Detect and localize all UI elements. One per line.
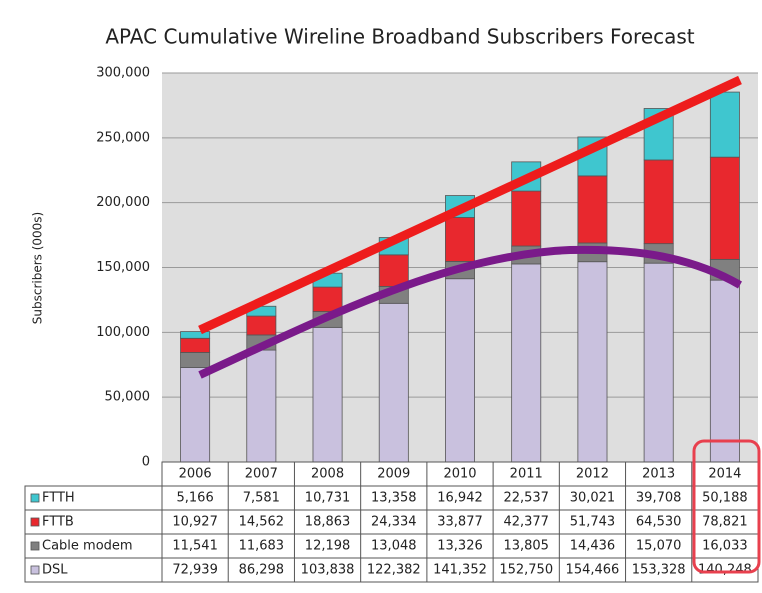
trend-line-purple (198, 245, 742, 379)
x-tick-label: 2013 (642, 467, 675, 482)
y-axis-label: Subscribers (000s) (31, 212, 45, 324)
highlight-box (692, 439, 761, 574)
bar-segment (577, 175, 608, 244)
legend-label: Cable modem (42, 539, 133, 554)
bar-segment (180, 367, 211, 463)
bar-segment (445, 278, 475, 463)
y-tick-label: 250,000 (96, 130, 150, 145)
legend-swatch (30, 541, 40, 551)
x-tick-label: 2011 (510, 467, 543, 482)
x-tick-label: 2012 (576, 467, 609, 482)
table-value: 10,927 (172, 515, 218, 530)
x-tick-label: 2014 (708, 467, 741, 482)
table-value: 16,033 (702, 539, 748, 554)
x-tick-label: 2010 (443, 467, 476, 482)
table-value: 24,334 (371, 515, 417, 530)
table-value: 15,070 (636, 539, 682, 554)
bar-segment (378, 302, 409, 463)
bar-segment (511, 263, 542, 463)
table-value: 7,581 (243, 491, 280, 506)
y-tick-label: 50,000 (105, 390, 151, 405)
legend-label: DSL (42, 563, 68, 578)
y-tick-label: 0 (142, 455, 150, 470)
table-value: 11,683 (239, 539, 285, 554)
table-value: 14,562 (239, 515, 285, 530)
y-tick-label: 200,000 (96, 195, 150, 210)
table-value: 141,352 (433, 563, 487, 578)
table-value: 33,877 (437, 515, 483, 530)
table-value: 64,530 (636, 515, 682, 530)
bar-segment (709, 156, 740, 260)
table-value: 13,805 (503, 539, 549, 554)
y-tick-label: 150,000 (96, 260, 150, 275)
table-value: 39,708 (636, 491, 682, 506)
bar-segment (180, 331, 211, 339)
table-value: 13,326 (437, 539, 483, 554)
table-value: 140,248 (698, 563, 752, 578)
table-value: 154,466 (566, 563, 620, 578)
legend-swatch (30, 565, 40, 575)
bar-segment (180, 352, 211, 368)
bar-segment (246, 349, 277, 463)
table-value: 13,358 (371, 491, 417, 506)
bar-segment (378, 254, 409, 287)
marks: 0 50,000 100,000 150,000 200,000 250,000 300,0… (24, 66, 759, 583)
table-value: 152,750 (499, 563, 553, 578)
bar-segment (445, 217, 475, 262)
bar-segment (246, 315, 277, 336)
bar-segment (577, 261, 608, 463)
table-bg (161, 461, 759, 583)
x-tick-label: 2007 (245, 467, 278, 482)
chart-title: APAC Cumulative Wireline Broadband Subsc… (105, 25, 694, 49)
table-value: 10,731 (305, 491, 351, 506)
table-value: 122,382 (367, 563, 421, 578)
trend-line-red (198, 75, 742, 335)
x-tick-label: 2008 (311, 467, 344, 482)
bar-segment (709, 279, 740, 463)
table-value: 72,939 (172, 563, 218, 578)
bar-segment (312, 326, 343, 463)
bar-segment (643, 262, 674, 463)
table-value: 42,377 (503, 515, 549, 530)
table-value: 13,048 (371, 539, 417, 554)
table-value: 5,166 (177, 491, 214, 506)
y-tick-label: 100,000 (96, 325, 150, 340)
table-value: 50,188 (702, 491, 748, 506)
table-value: 78,821 (702, 515, 748, 530)
legend-swatch (30, 517, 40, 527)
x-tick-label: 2006 (179, 467, 212, 482)
table-value: 11,541 (172, 539, 218, 554)
table-value: 86,298 (239, 563, 285, 578)
x-tick-label: 2009 (377, 467, 410, 482)
table-value: 16,942 (437, 491, 483, 506)
table-value: 22,537 (503, 491, 549, 506)
table-value: 12,198 (305, 539, 351, 554)
bar-segment (180, 337, 211, 353)
legend-label: FTTH (42, 491, 75, 506)
table-value: 18,863 (305, 515, 351, 530)
legend-label: FTTB (42, 515, 74, 530)
legend-swatch (30, 493, 40, 503)
table-value: 51,743 (570, 515, 616, 530)
table-value: 14,436 (570, 539, 616, 554)
table-value: 103,838 (301, 563, 355, 578)
table-value: 30,021 (570, 491, 616, 506)
bar-segment (511, 190, 542, 247)
bar-segment (643, 159, 674, 245)
table-value: 153,328 (632, 563, 686, 578)
y-tick-label: 300,000 (96, 66, 150, 81)
bar-segment (709, 91, 740, 158)
bar-segment (312, 286, 343, 312)
